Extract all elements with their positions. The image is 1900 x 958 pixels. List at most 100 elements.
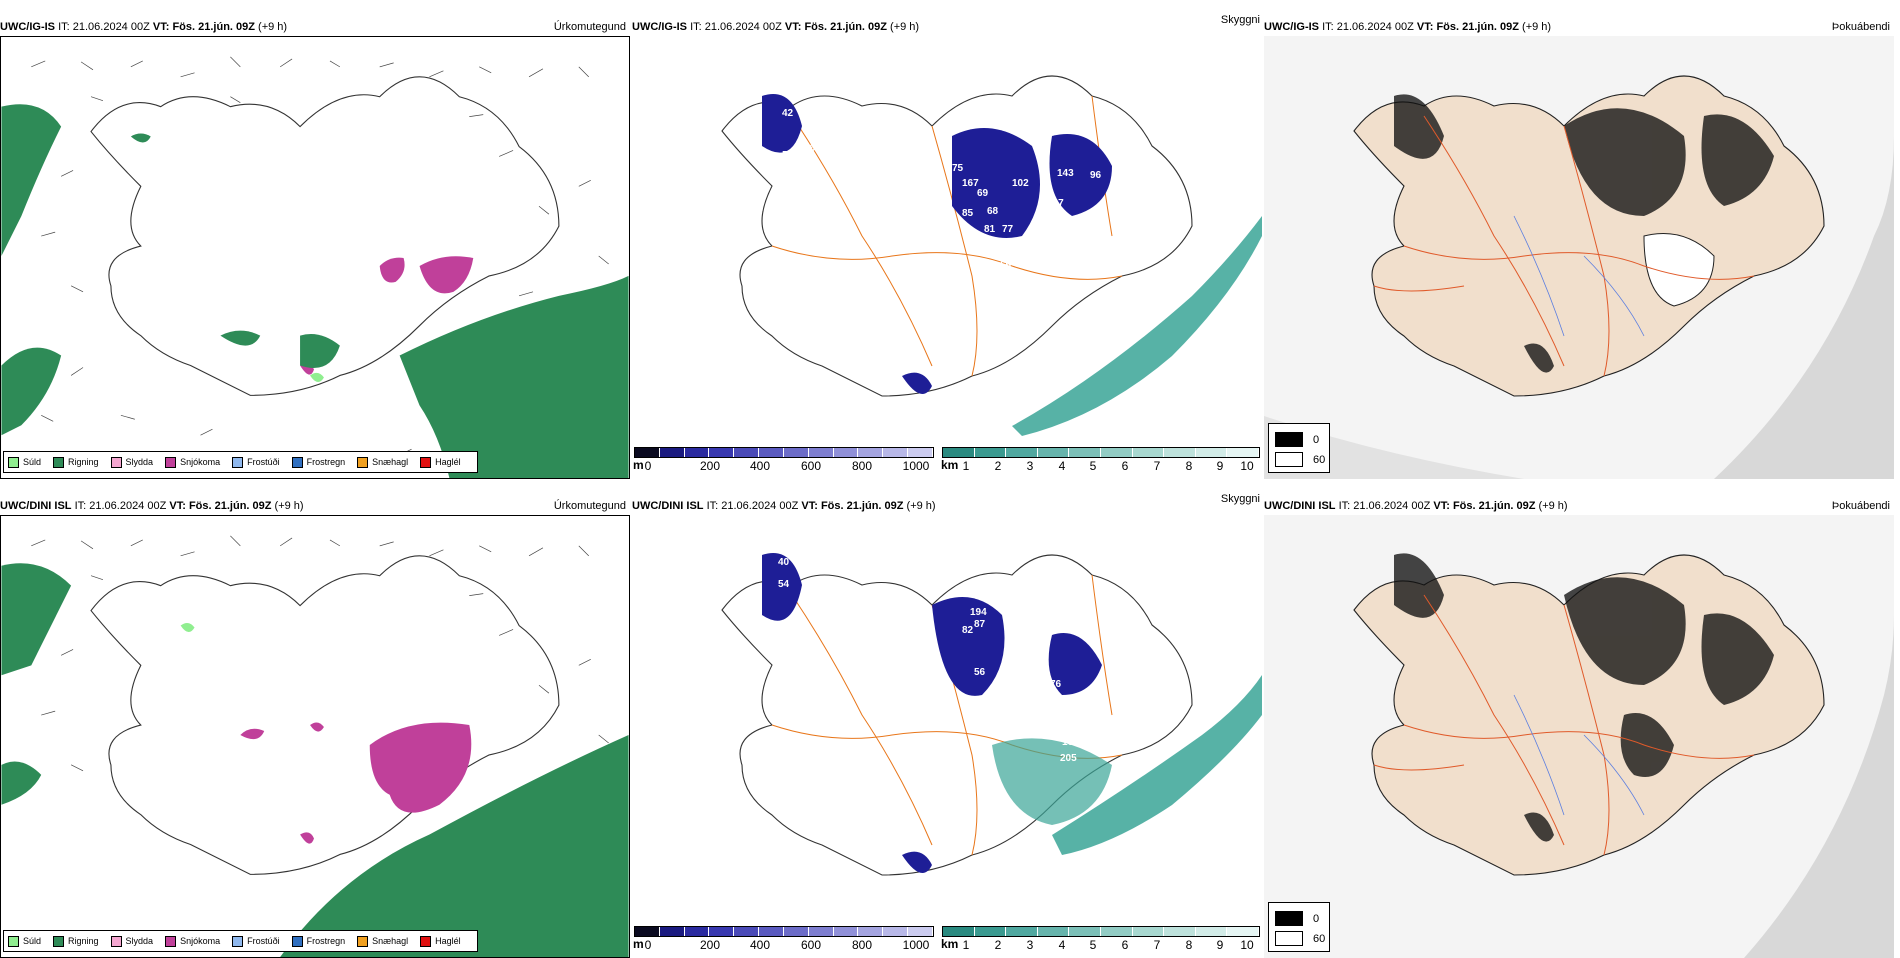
svg-text:73: 73 — [1002, 679, 1014, 690]
ceiling-colorbar: 0 200 400 600 800 1000 m — [633, 926, 934, 952]
precip-type-panel-dini: UWC/DINI ISL IT: 21.06.2024 00Z VT: Fös.… — [0, 493, 630, 958]
colorbar-strip — [634, 926, 934, 937]
legend-item: Frostúði — [232, 935, 280, 947]
fog-swatch-dark — [1275, 911, 1303, 926]
colorbar-ticks: 1 2 3 4 5 6 7 8 9 10 — [962, 459, 1254, 473]
precip-type-panel-igis: UWC/IG-IS IT: 21.06.2024 00Z VT: Fös. 21… — [0, 14, 630, 479]
low-ceiling-areas — [762, 553, 1102, 873]
svg-text:167: 167 — [962, 178, 979, 189]
svg-text:54: 54 — [802, 579, 814, 590]
colorbar-cell — [1006, 927, 1038, 936]
colorbar-cell — [974, 448, 1007, 457]
svg-text:76: 76 — [1050, 679, 1062, 690]
colorbar-cell — [684, 448, 710, 457]
legend-item: Haglél — [420, 935, 461, 947]
svg-text:81: 81 — [984, 224, 996, 235]
colorbar-cell — [833, 927, 859, 936]
colorbar-cell — [974, 927, 1007, 936]
sleet-swatch — [110, 456, 122, 468]
fog-clear-area — [1643, 233, 1715, 307]
colorbar-cell — [858, 448, 884, 457]
panel-title: UWC/DINI ISL IT: 21.06.2024 00Z VT: Fös.… — [632, 500, 936, 512]
drizzle-area — [180, 622, 195, 633]
panel-title: UWC/DINI ISL IT: 21.06.2024 00Z VT: Fös.… — [0, 500, 304, 512]
svg-text:87: 87 — [974, 619, 986, 630]
colorbar-cell — [734, 448, 760, 457]
svg-text:58: 58 — [787, 201, 799, 212]
rain-area-west — [1, 563, 72, 676]
legend-item: Slydda — [110, 935, 153, 947]
sleet-swatch — [110, 935, 122, 947]
colorbar-cell — [858, 927, 884, 936]
panel-field-title: Þokuábendi — [1831, 500, 1890, 512]
fog-indicator-panel-igis: UWC/IG-IS IT: 21.06.2024 00Z VT: Fös. 21… — [1264, 14, 1894, 479]
ceiling-labels: 42 56 55 76 58 60 13 75 167 69 68 85 81 … — [782, 108, 1134, 414]
colorbar-cell — [659, 448, 685, 457]
svg-text:309: 309 — [1016, 729, 1033, 740]
svg-text:96: 96 — [1090, 170, 1102, 181]
hail-swatch — [420, 456, 432, 468]
legend-item: Snjókoma — [165, 456, 220, 468]
colorbar-ticks: 0 200 400 600 800 1000 — [644, 459, 930, 473]
fog-legend-row: 60 — [1275, 931, 1325, 946]
freezing-rain-swatch — [291, 935, 303, 947]
colorbar-cell — [1132, 927, 1165, 936]
snow-areas — [240, 722, 472, 844]
svg-text:194: 194 — [970, 607, 987, 618]
snow-pellets-swatch — [357, 935, 369, 947]
legend-item: Snæhagl — [357, 935, 408, 947]
colorbar-strip — [942, 447, 1260, 458]
svg-text:126: 126 — [1062, 607, 1079, 618]
svg-text:42: 42 — [782, 108, 794, 119]
precip-map — [0, 36, 630, 479]
iceland-outline — [90, 76, 560, 396]
road-network — [1373, 115, 1755, 377]
fog-shading — [1394, 553, 1774, 842]
visibility-plume-east — [1012, 216, 1262, 436]
colorbar-ticks: 1 2 3 4 5 6 7 8 9 10 — [962, 938, 1254, 952]
colorbar-cell — [1037, 927, 1070, 936]
rain-swatch — [53, 456, 65, 468]
freezing-drizzle-swatch — [232, 935, 244, 947]
precip-type-legend: Súld Rigning Slydda Snjókoma Frostúði Fr… — [3, 451, 478, 473]
panel-title: UWC/DINI ISL IT: 21.06.2024 00Z VT: Fös.… — [1264, 500, 1568, 512]
road-network — [1373, 594, 1755, 856]
colorbar-cell — [659, 927, 685, 936]
rain-area-southeast — [280, 735, 629, 957]
low-ceiling-areas — [762, 94, 1112, 394]
legend-item: Frostregn — [291, 456, 345, 468]
svg-text:55: 55 — [782, 150, 794, 161]
fog-map — [1264, 515, 1894, 958]
fog-shading — [1394, 94, 1774, 373]
colorbar-ticks: 0 200 400 600 800 1000 — [644, 938, 930, 952]
panel-field-title: Skyggni — [1220, 493, 1260, 505]
rivers — [1513, 694, 1645, 816]
colorbar-cell — [808, 448, 834, 457]
colorbar-cell — [1164, 927, 1196, 936]
colorbar-cell — [635, 927, 660, 936]
rain-area-west — [1, 104, 62, 257]
colorbar-cell — [1100, 927, 1133, 936]
colorbar-cell — [1006, 448, 1038, 457]
svg-text:16: 16 — [1062, 737, 1074, 748]
legend-item: Frostregn — [291, 935, 345, 947]
rain-swatch — [53, 935, 65, 947]
colorbar-cell — [1195, 448, 1228, 457]
panel-title: UWC/IG-IS IT: 21.06.2024 00Z VT: Fös. 21… — [1264, 21, 1552, 33]
freezing-drizzle-swatch — [232, 456, 244, 468]
iceland-outline — [721, 554, 1193, 876]
colorbar-cell — [1227, 448, 1259, 457]
colorbar-cell — [1164, 448, 1196, 457]
colorbar-cell — [1037, 448, 1070, 457]
fog-legend-row: 0 — [1275, 432, 1319, 447]
snow-pellets-swatch — [357, 456, 369, 468]
svg-text:57: 57 — [782, 627, 794, 638]
svg-text:85: 85 — [1122, 203, 1134, 214]
precip-map — [0, 515, 630, 958]
colorbar-cell — [783, 927, 809, 936]
colorbar-cell — [908, 927, 933, 936]
drizzle-swatch — [8, 456, 19, 468]
colorbar-cell — [943, 927, 975, 936]
svg-text:40: 40 — [778, 557, 790, 568]
iceland-outline — [721, 75, 1193, 397]
